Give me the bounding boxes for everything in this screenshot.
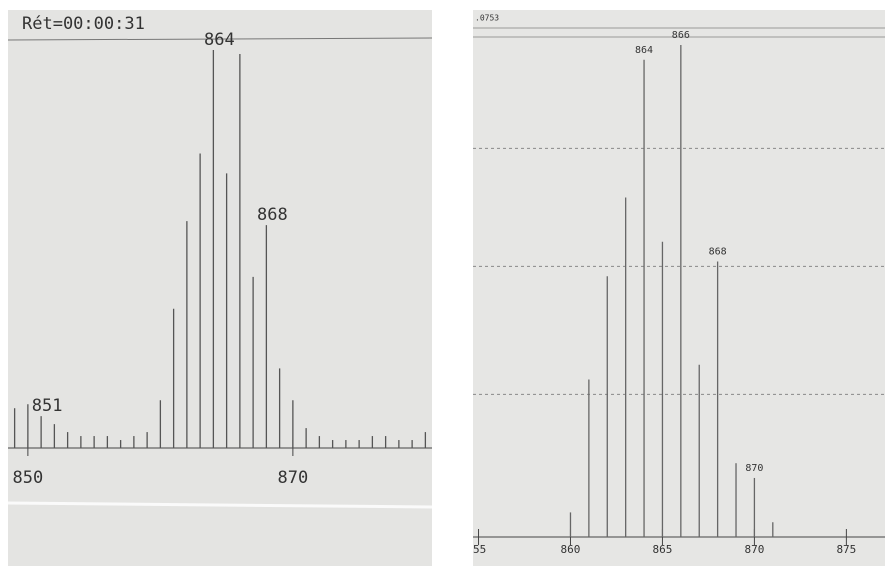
header-text: Rét=00:00:31 <box>22 14 145 34</box>
x-tick-label: 860 <box>561 543 581 556</box>
page: Rét=00:00:31 850 870 851 864 868 .0753 55 860 865… <box>0 0 885 566</box>
x-tick-label: 870 <box>278 468 309 488</box>
screenshot: Rét=00:00:31 850 870 851 864 868 .0753 55 860 865… <box>0 0 885 566</box>
x-tick-label: 850 <box>13 468 44 488</box>
x-tick-label: 865 <box>653 543 673 556</box>
peak-label: 864 <box>204 30 235 50</box>
peak-label: 868 <box>257 205 288 225</box>
peak-label: 864 <box>635 45 653 56</box>
peak-label: 851 <box>32 396 63 416</box>
peak-label: 866 <box>672 30 690 41</box>
peak-label: 868 <box>709 246 727 257</box>
left-paper <box>8 10 432 566</box>
x-tick-label: 55 <box>473 543 486 556</box>
peak-label: 870 <box>745 463 763 474</box>
right-paper <box>473 10 885 566</box>
header-text: .0753 <box>475 14 499 23</box>
x-tick-label: 870 <box>744 543 764 556</box>
x-tick-label: 875 <box>836 543 856 556</box>
